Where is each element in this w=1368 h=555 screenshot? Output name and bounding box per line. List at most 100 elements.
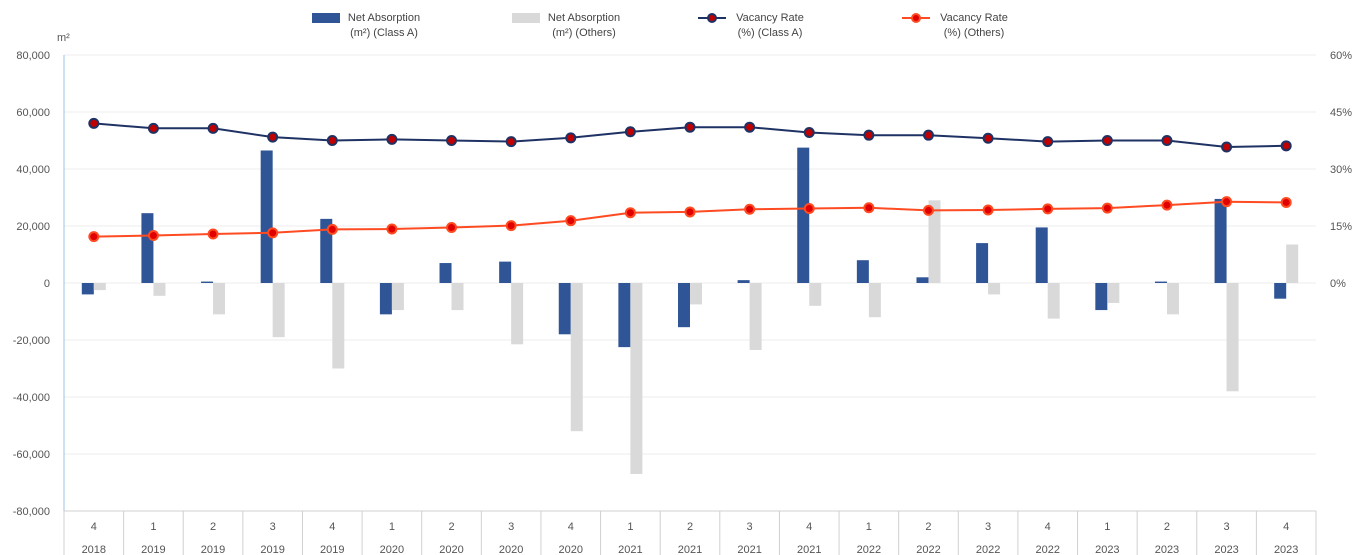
legend-label: (m²) (Others) (552, 27, 616, 39)
point-vacancy-others (803, 203, 815, 215)
point-vacancy-class-a (744, 121, 756, 133)
x-tick-year: 2019 (141, 544, 165, 555)
bar-class-a (379, 283, 392, 315)
point-vacancy-class-a (1221, 141, 1233, 153)
legend-label: (m²) (Class A) (350, 27, 418, 39)
point-vacancy-others (326, 223, 338, 235)
point-vacancy-class-a (922, 129, 934, 141)
x-tick-year: 2022 (1035, 544, 1059, 555)
bar-class-a (737, 280, 750, 283)
x-tick-year: 2019 (201, 544, 225, 555)
x-tick-year: 2019 (260, 544, 284, 555)
point-vacancy-class-a (267, 131, 279, 143)
legend: Net Absorption (m²) (Class A) Net Absorpti… (312, 12, 1008, 39)
x-tick-year: 2018 (82, 544, 106, 555)
point-vacancy-others (863, 202, 875, 214)
point-vacancy-class-a (982, 132, 994, 144)
point-vacancy-others (982, 204, 994, 216)
bar-others (570, 283, 583, 432)
x-tick-year: 2021 (678, 544, 702, 555)
bar-class-a (916, 277, 929, 283)
x-tick-year: 2023 (1095, 544, 1119, 555)
legend-swatch (512, 13, 540, 23)
bar-class-a (1274, 283, 1287, 299)
x-tick-quarter: 3 (747, 521, 753, 533)
line-series (88, 117, 1292, 243)
legend-label: Vacancy Rate (736, 12, 804, 24)
x-tick-quarter: 3 (985, 521, 991, 533)
bar-others (511, 283, 524, 345)
x-axis: 4 2018 1 2019 2 2019 3 2019 4 2019 1 2020 2 2020 3 2020… (63, 510, 1317, 555)
bar-others (1226, 283, 1239, 392)
bar-class-a (320, 218, 333, 283)
point-vacancy-class-a (326, 135, 338, 146)
x-tick-year: 2023 (1214, 544, 1238, 555)
x-tick-quarter: 1 (1104, 521, 1110, 533)
x-tick-year: 2020 (499, 544, 523, 555)
point-vacancy-others (1221, 196, 1233, 208)
point-vacancy-others (446, 222, 458, 234)
bar-class-a (856, 260, 869, 283)
bar-class-a (81, 283, 94, 295)
x-tick-year: 2023 (1155, 544, 1179, 555)
legend-label: Net Absorption (348, 12, 420, 24)
bar-class-a (618, 283, 631, 348)
x-tick-year: 2022 (916, 544, 940, 555)
bar-class-a (558, 283, 571, 335)
x-tick-quarter: 3 (270, 521, 276, 533)
point-vacancy-others (147, 230, 159, 241)
left-axis-unit: m² (57, 32, 70, 44)
right-tick-label: 45% (1330, 107, 1352, 119)
bar-others (391, 283, 404, 311)
x-tick-quarter: 2 (1164, 521, 1170, 533)
point-vacancy-others (624, 207, 636, 219)
point-vacancy-class-a (386, 133, 398, 145)
right-tick-label: 0% (1330, 278, 1346, 290)
point-vacancy-others (505, 220, 517, 232)
legend-swatch-marker (911, 13, 921, 23)
x-tick-quarter: 4 (806, 521, 812, 533)
right-tick-label: 30% (1330, 164, 1352, 176)
x-tick-year: 2021 (737, 544, 761, 555)
bar-class-a (1214, 198, 1227, 283)
x-tick-year: 2021 (618, 544, 642, 555)
bar-class-a (1035, 227, 1048, 283)
point-vacancy-others (1161, 199, 1173, 211)
bar-others (153, 283, 166, 296)
left-tick-label: 0 (44, 278, 50, 290)
x-tick-year: 2020 (380, 544, 404, 555)
legend-label: (%) (Class A) (738, 27, 803, 39)
bar-class-a (260, 150, 273, 283)
point-vacancy-class-a (684, 121, 696, 133)
bar-others (690, 283, 702, 305)
point-vacancy-class-a (565, 132, 577, 144)
bar-others (1166, 283, 1179, 315)
bar-others (928, 200, 941, 283)
bar-others (93, 283, 106, 291)
legend-label: (%) (Others) (944, 27, 1005, 39)
left-axis-ticks: 80,000 60,000 40,000 20,000 0 -20,000 -40,000 -… (13, 50, 50, 518)
bar-class-a (678, 283, 690, 328)
x-tick-quarter: 1 (150, 521, 156, 533)
point-vacancy-class-a (1161, 135, 1173, 146)
left-tick-label: -40,000 (13, 392, 50, 404)
legend-label: Vacancy Rate (940, 12, 1008, 24)
point-vacancy-others (267, 227, 279, 239)
x-tick-quarter: 4 (568, 521, 574, 533)
point-vacancy-class-a (624, 126, 636, 138)
x-tick-year: 2022 (976, 544, 1000, 555)
point-vacancy-others (744, 203, 756, 215)
left-tick-label: -20,000 (13, 335, 50, 347)
bar-series (81, 147, 1299, 474)
bar-others (1286, 244, 1299, 283)
x-tick-quarter: 2 (925, 521, 931, 533)
x-tick-quarter: 3 (508, 521, 514, 533)
bar-class-a (141, 213, 154, 283)
bar-class-a (499, 261, 512, 283)
bar-others (213, 283, 226, 315)
bar-others (272, 283, 285, 338)
x-tick-year: 2023 (1274, 544, 1298, 555)
bar-class-a (439, 263, 452, 283)
left-tick-label: 20,000 (16, 221, 50, 233)
bar-others (332, 283, 345, 369)
